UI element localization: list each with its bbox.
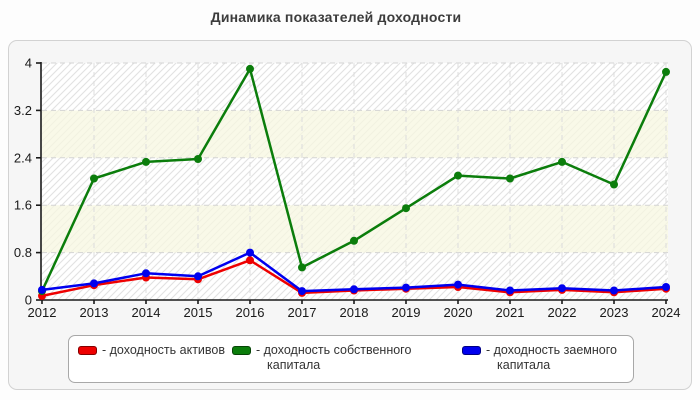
svg-text:0: 0	[25, 293, 32, 308]
svg-text:2014: 2014	[132, 305, 161, 320]
svg-text:2023: 2023	[600, 305, 629, 320]
legend-item-return-on-equity: - доходность собственного капитала	[232, 343, 424, 373]
data-point	[142, 157, 150, 166]
data-point	[402, 204, 410, 213]
svg-text:2018: 2018	[340, 305, 369, 320]
svg-text:4: 4	[25, 56, 32, 71]
legend-item-label: - доходность активов	[102, 343, 225, 357]
data-point	[246, 256, 254, 265]
gridlines	[42, 62, 668, 299]
svg-text:2013: 2013	[80, 305, 109, 320]
legend-item-return-on-borrowed-capital: - доходность заемного капитала	[462, 343, 648, 373]
svg-text:0.8: 0.8	[14, 245, 32, 260]
data-point	[350, 236, 358, 245]
data-point	[298, 263, 306, 272]
series-1	[38, 64, 670, 296]
legend-item-return-on-assets: - доходность активов	[78, 343, 225, 358]
data-point	[38, 285, 46, 294]
data-point	[142, 269, 150, 278]
legend-swatch-green	[232, 346, 251, 355]
data-point	[246, 64, 254, 73]
svg-text:2021: 2021	[496, 305, 525, 320]
data-point	[454, 171, 462, 180]
data-point	[506, 174, 514, 183]
data-point	[402, 283, 410, 292]
legend-swatch-blue	[462, 346, 481, 355]
data-point	[454, 280, 462, 289]
data-point	[298, 287, 306, 296]
svg-text:2012: 2012	[28, 305, 57, 320]
svg-text:2019: 2019	[392, 305, 421, 320]
data-point	[90, 279, 98, 288]
chart-legend: - доходность активов - доходность собств…	[68, 335, 634, 383]
svg-text:2016: 2016	[236, 305, 265, 320]
data-point	[194, 272, 202, 281]
data-point	[90, 174, 98, 183]
data-point	[246, 248, 254, 257]
svg-text:2015: 2015	[184, 305, 213, 320]
chart-panel: 0 0.8 1.6 2.4 3.2 4 2012 2013 2014 2015 2016 2017 20…	[8, 40, 692, 390]
data-point	[194, 155, 202, 163]
svg-text:2022: 2022	[548, 305, 577, 320]
legend-item-label: - доходность собственного капитала	[256, 343, 412, 372]
plot-background	[42, 63, 668, 300]
svg-text:2017: 2017	[288, 305, 317, 320]
data-point	[558, 157, 566, 166]
data-point	[506, 286, 514, 295]
svg-text:1.6: 1.6	[14, 198, 32, 213]
legend-item-label: - доходность заемного капитала	[486, 343, 617, 372]
data-point	[610, 286, 618, 295]
chart-title: Динамика показателей доходности	[210, 9, 462, 25]
legend-swatch-red	[78, 346, 97, 355]
svg-text:2020: 2020	[444, 305, 473, 320]
data-point	[662, 67, 670, 76]
data-point	[662, 283, 670, 291]
data-point	[610, 180, 618, 189]
axes	[36, 62, 668, 304]
data-point	[350, 285, 358, 294]
svg-text:3.2: 3.2	[14, 103, 32, 118]
y-axis-labels: 0 0.8 1.6 2.4 3.2 4	[14, 56, 32, 308]
x-axis-labels: 2012 2013 2014 2015 2016 2017 2018 2019 2020 2021…	[28, 305, 681, 320]
data-point	[558, 284, 566, 293]
series-2	[38, 248, 670, 296]
svg-text:2.4: 2.4	[14, 150, 32, 165]
svg-text:2024: 2024	[652, 305, 681, 320]
